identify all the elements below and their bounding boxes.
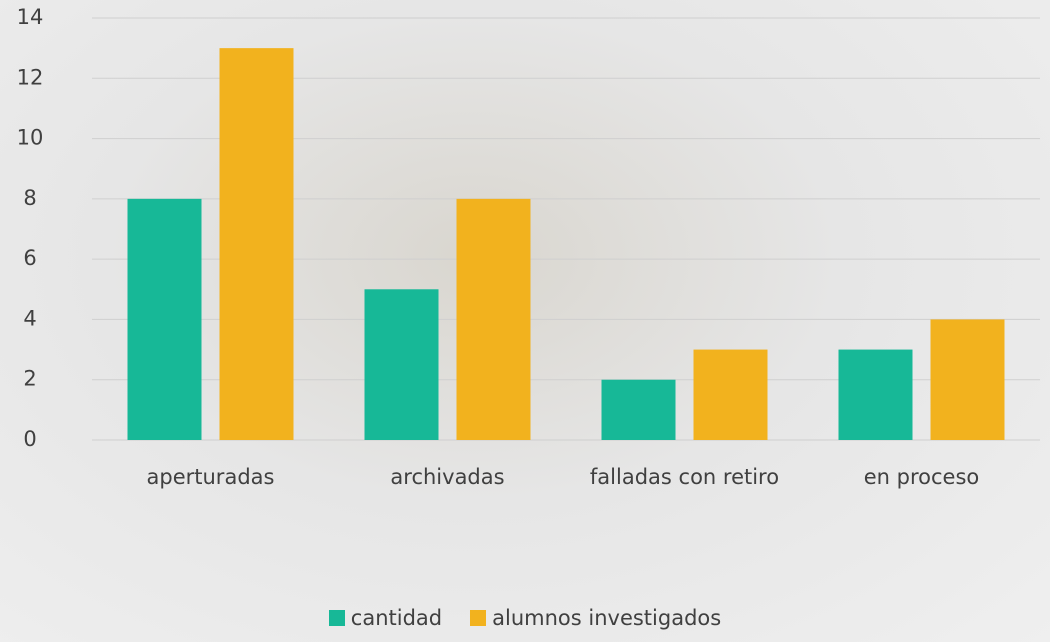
bar	[693, 349, 768, 440]
bar	[127, 198, 202, 440]
bar	[601, 379, 676, 440]
x-tick-label: aperturadas	[146, 465, 275, 489]
legend-swatch	[328, 610, 345, 626]
legend-label: alumnos investigados	[492, 606, 722, 630]
y-tick-label: 0	[23, 427, 36, 451]
bar	[456, 198, 531, 440]
legend-item: cantidad	[328, 606, 443, 630]
x-tick-label: en proceso	[863, 465, 980, 489]
y-tick-label: 12	[17, 65, 44, 89]
bar	[930, 319, 1005, 440]
bar	[219, 48, 294, 441]
y-tick-label: 4	[23, 306, 36, 330]
bar	[364, 289, 439, 440]
y-tick-label: 6	[23, 246, 36, 270]
legend-label: cantidad	[350, 606, 443, 630]
y-tick-label: 10	[17, 126, 44, 150]
x-tick-label: falladas con retiro	[589, 465, 780, 489]
y-tick-label: 14	[17, 5, 44, 29]
x-tick-label: archivadas	[390, 465, 505, 489]
legend-swatch	[470, 610, 487, 626]
legend-item: alumnos investigados	[470, 606, 721, 630]
y-tick-label: 2	[23, 367, 36, 391]
y-tick-label: 8	[23, 186, 36, 210]
legend: cantidad alumnos investigados	[0, 606, 1050, 630]
bar	[838, 349, 913, 440]
